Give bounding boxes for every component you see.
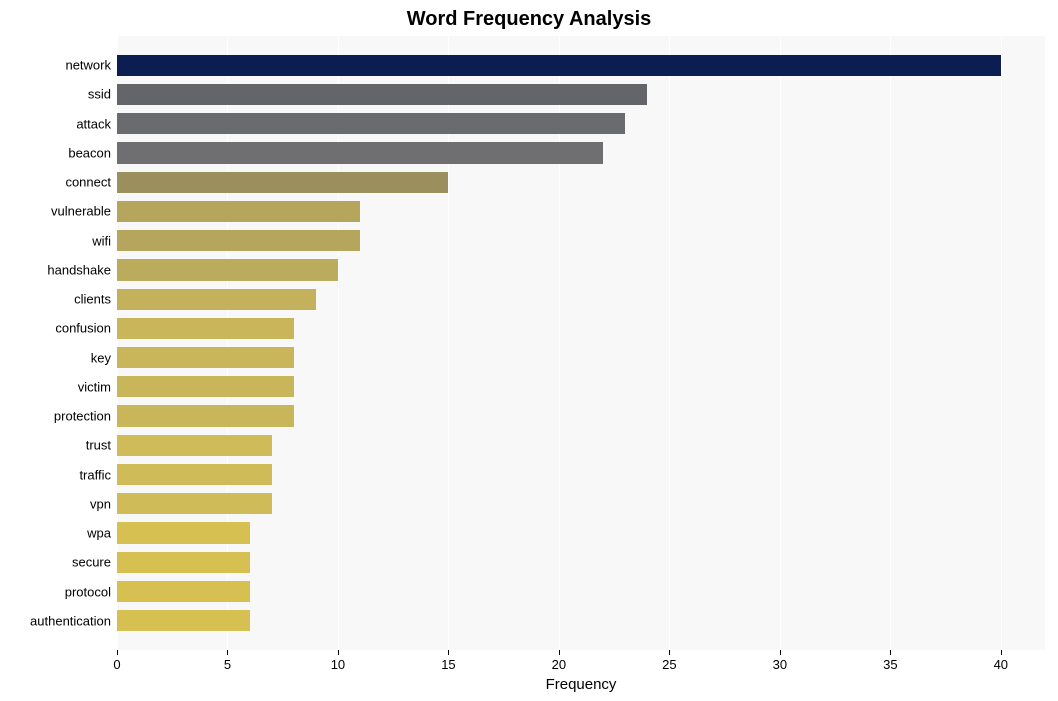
bar xyxy=(117,493,272,514)
bar xyxy=(117,552,250,573)
y-tick-label: protocol xyxy=(65,584,111,599)
bar xyxy=(117,405,294,426)
x-tick-mark xyxy=(559,650,560,655)
x-tick-mark xyxy=(890,650,891,655)
x-tick-mark xyxy=(448,650,449,655)
bar xyxy=(117,522,250,543)
grid-line xyxy=(890,36,891,650)
bar xyxy=(117,172,448,193)
x-tick-label: 0 xyxy=(113,657,120,672)
bar xyxy=(117,84,647,105)
y-tick-label: trust xyxy=(86,438,111,453)
y-tick-label: key xyxy=(91,350,111,365)
x-tick-label: 35 xyxy=(883,657,897,672)
y-tick-label: network xyxy=(65,58,111,73)
bar xyxy=(117,610,250,631)
plot-area xyxy=(117,36,1045,650)
y-tick-label: secure xyxy=(72,555,111,570)
x-axis-label: Frequency xyxy=(546,676,617,693)
x-tick-mark xyxy=(338,650,339,655)
bar xyxy=(117,289,316,310)
y-tick-label: confusion xyxy=(55,321,111,336)
x-tick-label: 5 xyxy=(224,657,231,672)
grid-line xyxy=(669,36,670,650)
grid-line xyxy=(780,36,781,650)
x-tick-label: 15 xyxy=(441,657,455,672)
x-tick-mark xyxy=(780,650,781,655)
bar xyxy=(117,581,250,602)
y-tick-label: vpn xyxy=(90,496,111,511)
bar xyxy=(117,55,1001,76)
bar xyxy=(117,318,294,339)
x-tick-label: 20 xyxy=(552,657,566,672)
x-tick-mark xyxy=(669,650,670,655)
bar xyxy=(117,230,360,251)
y-tick-label: wpa xyxy=(87,526,111,541)
x-tick-mark xyxy=(1001,650,1002,655)
y-tick-label: victim xyxy=(78,379,111,394)
y-tick-label: protection xyxy=(54,409,111,424)
bar xyxy=(117,376,294,397)
x-tick-label: 30 xyxy=(773,657,787,672)
bar xyxy=(117,259,338,280)
y-tick-label: traffic xyxy=(79,467,111,482)
y-tick-label: clients xyxy=(74,292,111,307)
grid-line xyxy=(1001,36,1002,650)
y-tick-label: beacon xyxy=(68,145,111,160)
x-tick-label: 40 xyxy=(994,657,1008,672)
y-tick-label: connect xyxy=(65,175,111,190)
x-tick-mark xyxy=(227,650,228,655)
y-tick-label: wifi xyxy=(92,233,111,248)
y-tick-label: handshake xyxy=(47,262,111,277)
y-tick-label: attack xyxy=(76,116,111,131)
bar xyxy=(117,435,272,456)
chart-container: Word Frequency Analysis Frequency 0 5 10 15… xyxy=(0,0,1058,701)
bar xyxy=(117,464,272,485)
y-tick-label: vulnerable xyxy=(51,204,111,219)
y-tick-label: ssid xyxy=(88,87,111,102)
bar xyxy=(117,201,360,222)
x-tick-mark xyxy=(117,650,118,655)
bar xyxy=(117,142,603,163)
y-tick-label: authentication xyxy=(30,613,111,628)
chart-title: Word Frequency Analysis xyxy=(0,8,1058,31)
bar xyxy=(117,347,294,368)
x-tick-label: 10 xyxy=(331,657,345,672)
bar xyxy=(117,113,625,134)
x-tick-label: 25 xyxy=(662,657,676,672)
